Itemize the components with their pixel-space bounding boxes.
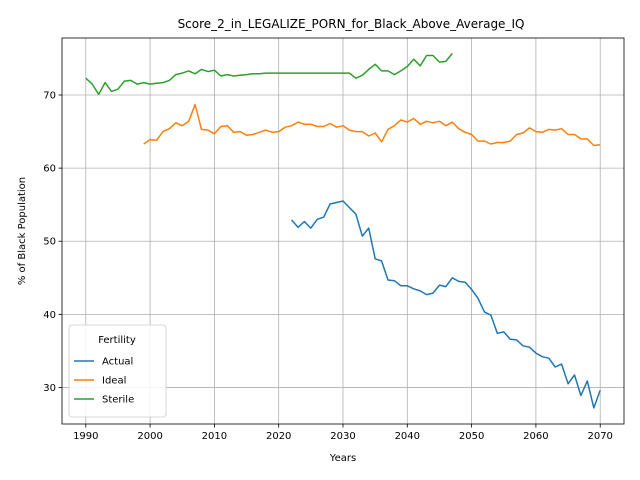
legend-label-sterile: Sterile (102, 395, 134, 406)
series-line-actual (292, 201, 601, 408)
x-axis-label: Years (329, 453, 356, 464)
series-line-sterile (86, 53, 453, 94)
x-tick-label: 2020 (266, 431, 291, 442)
x-tick-label: 2050 (459, 431, 484, 442)
y-axis: 30 40 50 60 70 (43, 91, 62, 394)
chart-title: Score_2_in_LEGALIZE_PORN_for_Black_Above… (178, 17, 525, 31)
x-tick-label: 2030 (330, 431, 355, 442)
x-tick-label: 2000 (137, 431, 162, 442)
x-tick-label: 2040 (395, 431, 420, 442)
legend: Fertility Actual Ideal Sterile (69, 325, 166, 417)
legend-label-ideal: Ideal (102, 376, 126, 387)
series-line-ideal (144, 105, 601, 146)
y-axis-label: % of Black Population (17, 177, 28, 285)
x-tick-label: 2060 (523, 431, 548, 442)
y-tick-label: 50 (43, 237, 56, 248)
legend-label-actual: Actual (102, 357, 133, 368)
y-tick-label: 70 (43, 91, 56, 102)
y-tick-label: 60 (43, 164, 56, 175)
x-axis: 1990 2000 2010 2020 2030 2040 2050 2060 2070 (73, 424, 613, 442)
legend-title: Fertility (98, 335, 136, 346)
x-tick-label: 2070 (587, 431, 612, 442)
x-tick-label: 2010 (202, 431, 227, 442)
y-tick-label: 30 (43, 383, 56, 394)
y-tick-label: 40 (43, 310, 56, 321)
x-tick-label: 1990 (73, 431, 98, 442)
